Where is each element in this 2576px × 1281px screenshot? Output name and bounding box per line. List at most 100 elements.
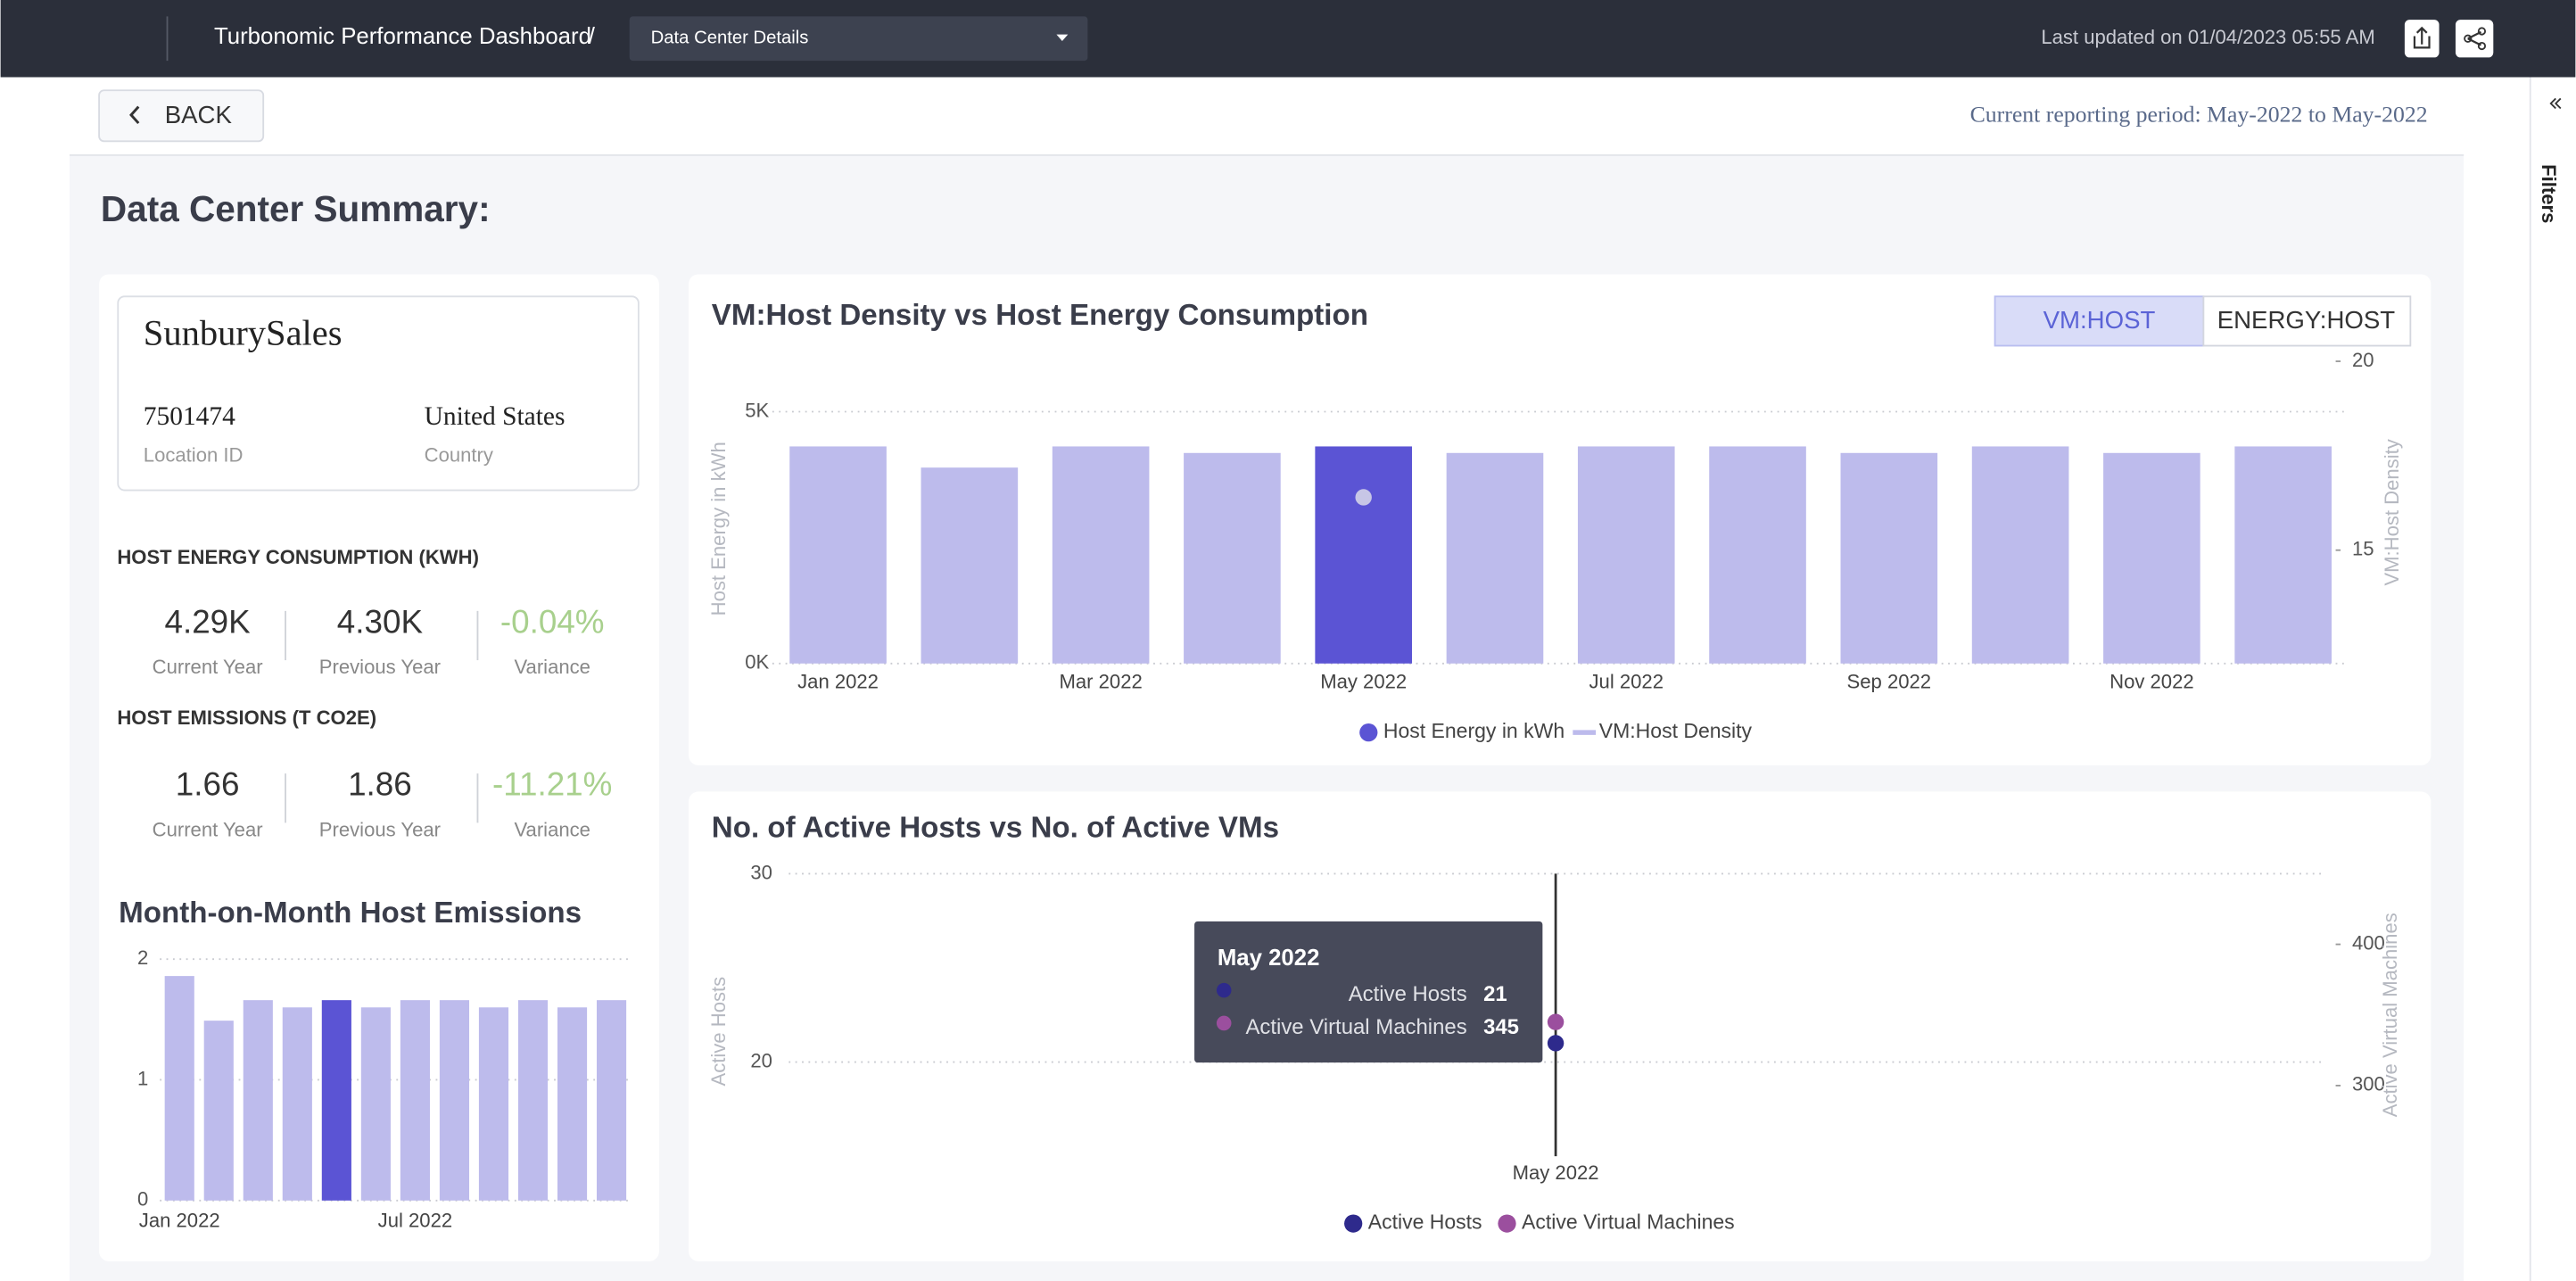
bar (597, 1000, 627, 1201)
x-tick-label: May 2022 (1513, 1161, 1599, 1184)
y-tick-label: 5K (745, 399, 769, 421)
bar (557, 1007, 588, 1201)
metric-label: Current Year (153, 818, 263, 840)
point (1547, 1013, 1565, 1030)
legend-label: Host Energy in kWh (1383, 719, 1565, 742)
legend-marker (1344, 1214, 1363, 1233)
bar (243, 1000, 273, 1201)
tooltip-label: Active Virtual Machines (1245, 1015, 1466, 1039)
chart-title: VM:Host Density vs Host Energy Consumpti… (712, 299, 1368, 332)
legend-label: Active Virtual Machines (1522, 1211, 1735, 1234)
tooltip-label: Active Hosts (1349, 982, 1467, 1006)
bar (1840, 452, 1938, 664)
bar (360, 1007, 391, 1201)
x-tick-label: Sep 2022 (1847, 671, 1932, 693)
collapse-icon[interactable] (2549, 97, 2562, 110)
bar (321, 1000, 351, 1201)
bar (203, 1021, 234, 1201)
last-updated: Last updated on 01/04/2023 05:55 AM (2041, 26, 2374, 48)
section-title: HOST ENERGY CONSUMPTION (KWH) (117, 546, 479, 568)
bar (1052, 446, 1150, 664)
toggle-active[interactable] (1994, 295, 2205, 347)
bar (1446, 452, 1544, 664)
tooltip-marker (1216, 1015, 1232, 1031)
metric-value: -0.04% (500, 603, 605, 640)
x-tick-label: Jul 2022 (1589, 671, 1664, 693)
y2-tick-label: 300 (2352, 1073, 2385, 1095)
metric-value: 1.86 (348, 766, 412, 803)
chart-title: Month-on-Month Host Emissions (119, 897, 582, 930)
bar (1184, 452, 1281, 664)
y-tick-label: 20 (750, 1049, 772, 1071)
share-icon-dot (2464, 34, 2473, 43)
y2-axis-label: VM:Host Density (2381, 439, 2403, 585)
metric-value: 4.29K (165, 603, 252, 640)
export-icon (2413, 26, 2431, 49)
metric-label: Previous Year (319, 656, 441, 678)
bar (1971, 446, 2069, 664)
share-icon-dot (2477, 27, 2487, 36)
back-label: BACK (165, 101, 233, 128)
point (1355, 489, 1372, 506)
x-tick-label: Jan 2022 (797, 671, 879, 693)
y-axis-label: Active Hosts (707, 977, 730, 1087)
y-axis-label: Host Energy in kWh (707, 442, 730, 616)
metric-value: 4.30K (337, 603, 424, 640)
y-tick-label: 0 (137, 1188, 148, 1211)
location-name: SunburySales (144, 313, 343, 353)
y-tick-label: 2 (137, 946, 148, 969)
bar (517, 1000, 549, 1201)
legend-marker (1359, 723, 1378, 742)
metric-label: Variance (514, 656, 590, 678)
y2-tick-label: 20 (2352, 349, 2374, 371)
back-icon (129, 105, 140, 125)
country-label: Country (425, 444, 493, 467)
header-bar (0, 0, 2576, 78)
y-tick-label: 1 (137, 1067, 148, 1089)
page-title: Data Center Summary: (101, 188, 491, 229)
toggle-label: ENERGY:HOST (2217, 306, 2396, 334)
dropdown[interactable] (629, 16, 1088, 62)
toggle[interactable] (2202, 295, 2412, 347)
legend-marker (1498, 1214, 1516, 1233)
metrics: 4.29K Current Year 4.30K Previous Year -0.04… (153, 603, 613, 840)
breadcrumb-separator: / (589, 24, 596, 49)
share-button[interactable] (2455, 20, 2494, 58)
x-tick-label: Jul 2022 (378, 1210, 452, 1232)
bar (789, 446, 887, 664)
metric-label: Current Year (153, 656, 263, 678)
share-icon-dot (2477, 41, 2487, 51)
tooltip-value: 21 (1483, 982, 1507, 1006)
legend-label: Active Hosts (1368, 1211, 1482, 1234)
reporting-period: Current reporting period: May-2022 to Ma… (1970, 102, 2428, 128)
legend-label: VM:Host Density (1599, 719, 1753, 742)
y-tick-label: 30 (750, 861, 772, 883)
filters-tab[interactable]: Filters (2538, 164, 2560, 223)
location-id-label: Location ID (144, 444, 244, 467)
bar (1577, 446, 1675, 664)
tooltip-marker (1216, 982, 1232, 998)
metric-value: 1.66 (176, 766, 240, 803)
bar (282, 1007, 312, 1201)
back-button[interactable] (98, 89, 265, 143)
bar (439, 1000, 470, 1201)
toggle-label: VM:HOST (2043, 306, 2156, 334)
y2-tick-label: 15 (2352, 538, 2374, 560)
bar (2234, 446, 2332, 664)
tooltip-value: 345 (1483, 1015, 1519, 1039)
tooltip (1194, 921, 1543, 1063)
x-tick-label: Mar 2022 (1059, 671, 1142, 693)
y-tick-label: 0K (745, 651, 769, 674)
metric-label: Variance (514, 818, 590, 840)
dropdown-label: Data Center Details (651, 29, 809, 48)
country: United States (425, 402, 566, 431)
dropdown-caret (1056, 34, 1069, 42)
y2-tick-label: 400 (2352, 931, 2385, 954)
x-tick-label: May 2022 (1320, 671, 1407, 693)
bar (921, 467, 1019, 664)
bar (1315, 446, 1412, 664)
x-tick-label: Jan 2022 (139, 1210, 220, 1232)
bar (1709, 446, 1806, 664)
metric-label: Previous Year (319, 818, 441, 840)
